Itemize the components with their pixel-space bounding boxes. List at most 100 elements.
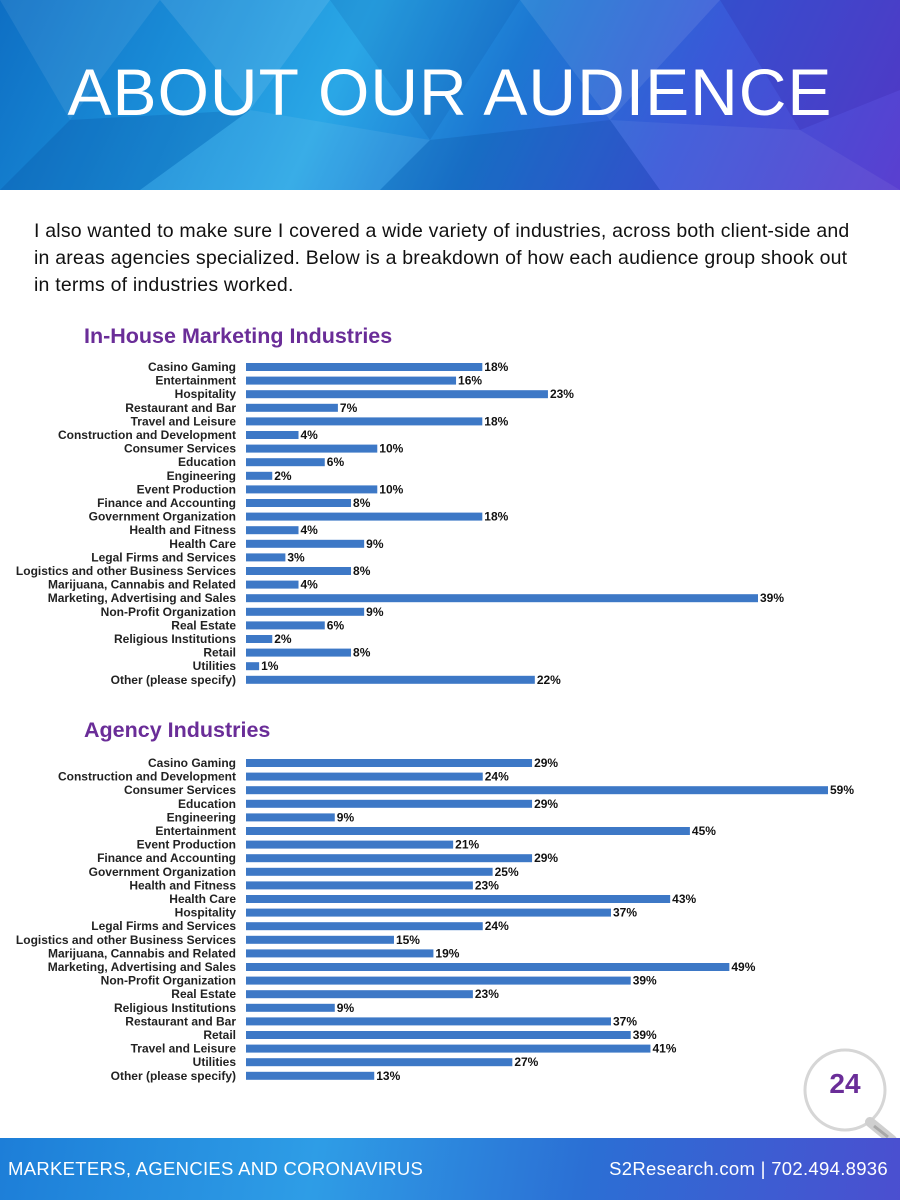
- bar: [246, 553, 286, 562]
- bar: [246, 840, 454, 849]
- bar: [246, 786, 828, 795]
- value-label: 22%: [537, 673, 561, 687]
- value-label: 39%: [633, 974, 657, 988]
- category-label: Logistics and other Business Services: [16, 933, 236, 947]
- bar: [246, 458, 325, 467]
- bar: [246, 403, 338, 412]
- value-label: 6%: [327, 618, 345, 632]
- chart-title-in-house: In-House Marketing Industries: [84, 324, 393, 348]
- value-label: 24%: [485, 919, 509, 933]
- category-label: Hospitality: [175, 906, 237, 920]
- bar: [246, 976, 631, 985]
- value-label: 37%: [613, 906, 637, 920]
- bar: [246, 594, 758, 603]
- bar: [246, 539, 365, 548]
- value-label: 10%: [379, 482, 403, 496]
- category-label: Engineering: [167, 469, 236, 483]
- value-label: 39%: [760, 591, 784, 605]
- category-label: Restaurant and Bar: [125, 401, 236, 415]
- category-label: Event Production: [137, 482, 236, 496]
- value-label: 39%: [633, 1028, 657, 1042]
- bar: [246, 1003, 335, 1012]
- category-label: Health Care: [169, 892, 236, 906]
- value-label: 8%: [353, 496, 371, 510]
- value-label: 10%: [379, 442, 403, 456]
- bar: [246, 390, 548, 399]
- category-label: Engineering: [167, 810, 236, 824]
- value-label: 43%: [672, 892, 696, 906]
- bar: [246, 813, 335, 822]
- category-label: Legal Firms and Services: [91, 550, 236, 564]
- bar: [246, 376, 457, 385]
- category-label: Real Estate: [171, 987, 236, 1001]
- bar: [246, 1071, 375, 1080]
- category-label: Non-Profit Organization: [101, 974, 236, 988]
- category-label: Consumer Services: [124, 442, 236, 456]
- value-label: 23%: [475, 878, 499, 892]
- category-label: Marijuana, Cannabis and Related: [48, 578, 236, 592]
- header-polygon-pattern: [0, 0, 900, 190]
- value-label: 37%: [613, 1014, 637, 1028]
- bar: [246, 922, 483, 931]
- category-label: Entertainment: [155, 824, 236, 838]
- footer-report-title: MARKETERS, AGENCIES AND CORONAVIRUS: [8, 1158, 424, 1179]
- category-label: Religious Institutions: [114, 1001, 236, 1015]
- value-label: 4%: [301, 428, 319, 442]
- category-label: Retail: [203, 646, 236, 660]
- category-label: Government Organization: [89, 865, 236, 879]
- category-label: Entertainment: [155, 374, 236, 388]
- bar: [246, 621, 325, 630]
- category-label: Travel and Leisure: [131, 1042, 237, 1056]
- value-label: 8%: [353, 564, 371, 578]
- category-label: Casino Gaming: [148, 756, 236, 770]
- value-label: 9%: [366, 537, 384, 551]
- value-label: 49%: [731, 960, 755, 974]
- value-label: 18%: [484, 510, 508, 524]
- page-number: 24: [829, 1068, 861, 1099]
- lightbulb-icon: [803, 1048, 897, 1145]
- footer-contact: S2Research.com | 702.494.8936: [609, 1158, 888, 1179]
- value-label: 23%: [550, 387, 574, 401]
- category-label: Construction and Development: [58, 428, 236, 442]
- category-label: Travel and Leisure: [131, 414, 237, 428]
- category-label: Education: [178, 797, 236, 811]
- category-label: Legal Firms and Services: [91, 919, 236, 933]
- bar: [246, 567, 352, 575]
- agency-industries-chart: Casino Gaming 29% Construction and Develop…: [16, 756, 854, 1083]
- value-label: 2%: [274, 632, 292, 646]
- bar: [246, 485, 378, 494]
- value-label: 1%: [261, 659, 279, 673]
- bar: [246, 512, 483, 521]
- bar: [246, 949, 434, 958]
- bar: [246, 908, 611, 917]
- chart-title-agency: Agency Industries: [84, 718, 271, 742]
- page-number-badge: 24: [788, 1044, 900, 1145]
- category-label: Construction and Development: [58, 770, 236, 784]
- value-label: 7%: [340, 401, 358, 415]
- page-title: ABOUT OUR AUDIENCE: [67, 55, 833, 129]
- category-label: Consumer Services: [124, 783, 236, 797]
- category-label: Finance and Accounting: [97, 851, 236, 865]
- category-label: Health and Fitness: [129, 523, 236, 537]
- category-label: Event Production: [137, 838, 236, 852]
- value-label: 29%: [534, 851, 558, 865]
- bar: [246, 431, 299, 439]
- value-label: 9%: [337, 810, 355, 824]
- category-label: Finance and Accounting: [97, 496, 236, 510]
- category-label: Health Care: [169, 537, 236, 551]
- category-label: Marketing, Advertising and Sales: [48, 960, 237, 974]
- value-label: 18%: [484, 360, 508, 374]
- category-label: Marijuana, Cannabis and Related: [48, 946, 236, 960]
- value-label: 29%: [534, 797, 558, 811]
- bar: [246, 471, 273, 480]
- value-label: 9%: [366, 605, 384, 619]
- bar: [246, 895, 671, 903]
- value-label: 8%: [353, 646, 371, 660]
- bar: [246, 580, 299, 589]
- category-label: Education: [178, 455, 236, 469]
- value-label: 3%: [287, 550, 305, 564]
- in-house-industries-chart: Casino Gaming 18% Entertainment 16% Hospital…: [16, 360, 784, 687]
- footer-bar: MARKETERS, AGENCIES AND CORONAVIRUS S2Re…: [0, 1138, 900, 1200]
- category-label: Utilities: [193, 1055, 237, 1069]
- category-label: Utilities: [193, 659, 237, 673]
